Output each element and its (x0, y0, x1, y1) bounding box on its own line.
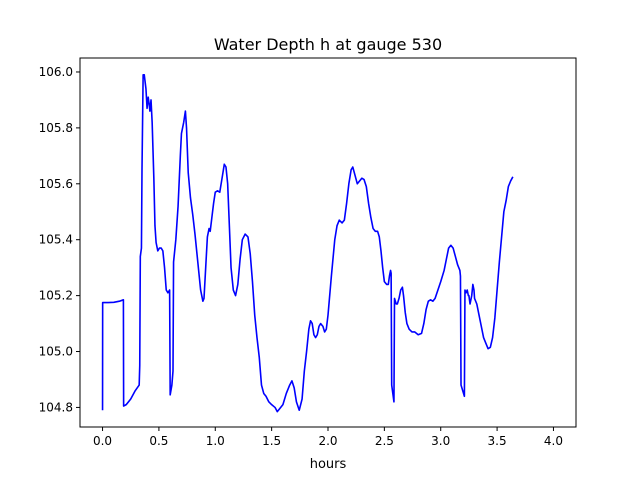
y-tick-label: 105.8 (39, 121, 73, 135)
y-tick-label: 105.0 (39, 345, 73, 359)
x-tick-label: 3.5 (488, 434, 507, 448)
chart-title: Water Depth h at gauge 530 (214, 35, 442, 54)
x-axis-ticks: 0.0 0.5 1.0 1.5 2.0 2.5 3.0 3.5 4.0 (93, 427, 563, 448)
x-axis-label: hours (310, 457, 347, 472)
x-tick-label: 3.0 (431, 434, 450, 448)
x-tick-label: 1.0 (206, 434, 225, 448)
x-tick-label: 0.5 (149, 434, 168, 448)
y-tick-label: 105.6 (39, 177, 73, 191)
series-line-water-depth (101, 73, 514, 413)
x-tick-label: 2.5 (375, 434, 394, 448)
x-tick-label: 4.0 (544, 434, 563, 448)
x-tick-label: 1.5 (262, 434, 281, 448)
x-tick-label: 0.0 (93, 434, 112, 448)
y-tick-label: 105.2 (39, 289, 73, 303)
plot-area (80, 58, 576, 427)
plot-frame (79, 57, 577, 428)
x-tick-label: 2.0 (318, 434, 337, 448)
y-tick-label: 106.0 (39, 65, 73, 79)
y-tick-label: 105.4 (39, 233, 73, 247)
y-tick-label: 104.8 (39, 400, 73, 414)
y-axis-ticks: 104.8 105.0 105.2 105.4 105.6 105.8 106.0 (39, 65, 80, 414)
